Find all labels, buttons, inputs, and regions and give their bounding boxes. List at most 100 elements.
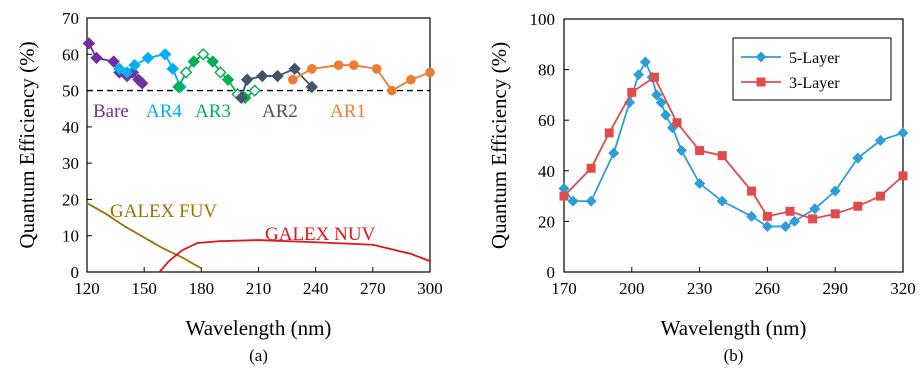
data-point <box>348 60 359 70</box>
panel-a-chart: 0 10 20 30 40 50 60 70 120 150 180 210 240 270 300 Wave… <box>15 9 443 365</box>
x-tick-label: 150 <box>131 279 157 298</box>
data-point <box>271 69 284 83</box>
data-point <box>695 146 705 156</box>
data-point <box>187 55 200 68</box>
data-point <box>172 80 185 94</box>
data-point <box>166 62 179 75</box>
data-point <box>672 118 682 128</box>
y-tick-label: 50 <box>62 82 79 101</box>
data-point <box>406 74 416 85</box>
legend-label: 5-Layer <box>789 50 840 67</box>
series-line-galex-fuv <box>86 202 202 270</box>
data-point <box>746 210 758 222</box>
data-point <box>633 69 645 81</box>
data-point <box>829 185 841 197</box>
x-axis-label: Wavelength (nm) <box>661 316 807 340</box>
data-point <box>256 69 269 83</box>
data-point <box>716 195 728 207</box>
annotation-bare: Bare <box>93 101 129 122</box>
x-tick-label: 200 <box>619 279 645 298</box>
annotation-ar1: AR1 <box>330 101 366 122</box>
legend-label: 3-Layer <box>789 75 840 92</box>
panel-b-chart: 0 20 40 60 80 100 170 200 230 260 290 320 Wavelength… <box>487 10 916 365</box>
data-point <box>789 215 801 227</box>
x-tick-label: 120 <box>74 279 100 298</box>
data-point <box>761 220 773 232</box>
data-point <box>248 84 261 97</box>
data-point <box>120 66 134 79</box>
data-point <box>425 67 435 78</box>
x-tick-label: 260 <box>755 279 781 298</box>
data-point <box>762 211 772 221</box>
data-point <box>136 77 149 90</box>
data-point <box>158 48 172 61</box>
data-point <box>853 201 863 211</box>
data-point <box>651 89 663 101</box>
y-tick-label: 10 <box>62 227 79 246</box>
data-point <box>627 87 637 97</box>
data-point <box>676 145 688 157</box>
data-point <box>694 177 706 189</box>
data-point <box>585 195 597 207</box>
data-point <box>660 109 672 121</box>
y-tick-label: 40 <box>62 118 79 137</box>
data-point <box>197 48 210 61</box>
data-point <box>387 85 397 96</box>
data-point <box>747 186 757 196</box>
y-tick-label: 0 <box>71 263 80 282</box>
data-point <box>897 127 909 139</box>
data-point <box>371 64 382 74</box>
plot-frame <box>563 18 904 273</box>
data-point <box>214 66 227 79</box>
data-point <box>586 163 596 173</box>
x-tick-label: 180 <box>189 279 215 298</box>
series-line-3-layer <box>563 75 904 220</box>
legend-marker <box>756 77 766 87</box>
x-tick-label: 170 <box>551 279 577 298</box>
data-point <box>90 51 103 65</box>
x-tick-label: 230 <box>687 279 713 298</box>
x-tick-label: 270 <box>360 279 386 298</box>
y-tick-label: 20 <box>62 190 79 209</box>
data-point <box>221 73 235 86</box>
data-point <box>206 55 219 68</box>
data-point <box>785 206 795 216</box>
data-point <box>875 191 885 201</box>
data-point <box>717 151 727 161</box>
y-axis-label: Quantum Efficiency (%) <box>487 42 511 249</box>
x-tick-label: 240 <box>303 279 329 298</box>
data-point <box>128 58 141 72</box>
annotation-galex-fuv: GALEX FUV <box>110 201 217 222</box>
data-point <box>288 62 301 75</box>
data-point <box>655 96 667 108</box>
data-point <box>779 220 791 232</box>
annotation-ar2: AR2 <box>262 101 298 122</box>
data-point <box>333 60 344 70</box>
x-tick-label: 210 <box>246 279 272 298</box>
data-point <box>604 128 614 138</box>
data-point <box>558 183 570 195</box>
annotation-galex-nuv: GALEX NUV <box>265 224 376 245</box>
data-point <box>82 37 96 50</box>
y-tick-label: 60 <box>62 45 79 64</box>
annotation-ar3: AR3 <box>195 101 231 122</box>
data-point <box>898 171 908 181</box>
data-point <box>307 64 317 74</box>
data-point <box>559 191 569 201</box>
data-point <box>305 80 319 94</box>
data-point <box>107 55 120 68</box>
y-tick-label: 70 <box>62 9 79 28</box>
y-tick-label: 100 <box>530 10 556 29</box>
y-tick-label: 80 <box>538 61 555 80</box>
data-point <box>639 56 651 68</box>
y-axis-label: Quantum Efficiency (%) <box>15 41 39 248</box>
y-tick-label: 20 <box>538 212 555 231</box>
data-point <box>649 72 659 82</box>
data-point <box>567 195 579 207</box>
panel-label-a: (a) <box>249 346 268 365</box>
data-point <box>852 152 864 164</box>
data-point <box>830 209 840 219</box>
data-point <box>808 214 818 224</box>
y-tick-label: 30 <box>62 154 79 173</box>
